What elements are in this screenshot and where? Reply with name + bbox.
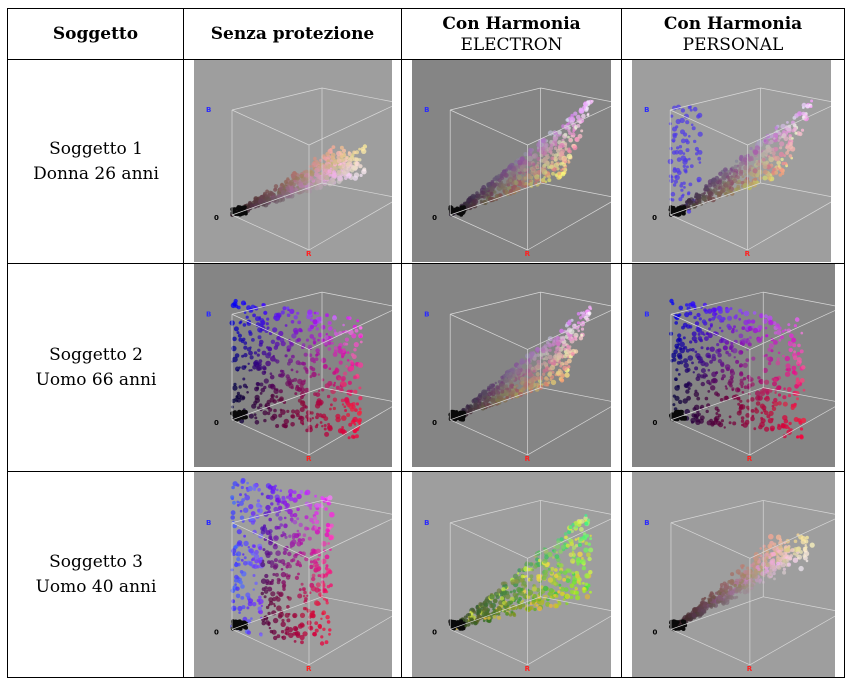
cube-wireframe — [670, 500, 835, 666]
color-point-cloud — [448, 99, 594, 217]
rgb-cube-scatter: B R 0 — [206, 291, 392, 463]
plot-s2-electron: B R 0 — [412, 264, 611, 467]
header-unprotected-label: Senza protezione — [210, 24, 375, 44]
cube-wireframe — [449, 87, 611, 251]
cube-wireframe — [231, 500, 392, 666]
rgb-cube-scatter: B R 0 — [424, 500, 611, 673]
rgb-cube-scatter: B R 0 — [424, 87, 611, 258]
axis-label-b: B — [424, 310, 429, 318]
header-subject-label: Soggetto — [52, 24, 139, 44]
axis-label-origin: 0 — [653, 419, 658, 427]
row-3-subject: Soggetto 3 — [49, 552, 143, 572]
plot-s3-unprotected: B R 0 — [194, 472, 392, 677]
axis-label-r: R — [525, 455, 531, 463]
comparison-table: Soggetto Senza protezione Con Harmonia E… — [7, 8, 845, 678]
rgb-cube-scatter: B R 0 — [644, 87, 831, 258]
axis-label-r: R — [747, 455, 753, 463]
row-2-description: Uomo 66 anni — [35, 369, 157, 390]
axis-label-r: R — [306, 665, 312, 673]
rgb-cube-scatter: B R 0 — [644, 291, 835, 463]
rgb-cube-scatter: B R 0 — [424, 291, 611, 463]
row-2-subject: Soggetto 2 — [49, 344, 143, 365]
plot-s2-unprotected: B R 0 — [194, 264, 392, 467]
cube-wireframe — [449, 500, 611, 666]
cube-wireframe — [231, 87, 392, 251]
axis-label-b: B — [206, 106, 211, 114]
cube-wireframe — [670, 291, 835, 456]
axis-label-r: R — [747, 665, 753, 673]
color-point-cloud — [230, 477, 335, 646]
axis-label-origin: 0 — [432, 628, 437, 636]
plot-s1-electron: B R 0 — [412, 60, 611, 262]
color-point-cloud — [229, 298, 364, 440]
axis-label-b: B — [424, 519, 429, 527]
column-divider — [401, 9, 402, 677]
header-subject: Soggetto — [8, 9, 183, 60]
row-label-subject-2: Soggetto 2 Uomo 66 anni — [8, 264, 184, 471]
axis-label-b: B — [424, 106, 429, 114]
header-electron: Con Harmonia ELECTRON — [402, 9, 621, 60]
axis-label-b: B — [206, 519, 211, 527]
plot-s1-personal: B R 0 — [632, 60, 831, 262]
rgb-cube-scatter: B R 0 — [644, 500, 835, 673]
column-divider — [183, 9, 184, 677]
header-electron-line2: ELECTRON — [460, 34, 563, 55]
header-personal-line2: PERSONAL — [682, 34, 784, 55]
axis-label-origin: 0 — [653, 628, 658, 636]
axis-label-b: B — [644, 106, 649, 114]
axis-label-r: R — [525, 250, 531, 258]
axis-label-origin: 0 — [652, 214, 657, 222]
row-3-description: Uomo 40 anni — [35, 577, 157, 597]
header-personal: Con Harmonia PERSONAL — [622, 9, 844, 60]
axis-label-origin: 0 — [432, 419, 437, 427]
rgb-cube-scatter: B R 0 — [206, 87, 392, 258]
axis-label-r: R — [525, 665, 531, 673]
row-label-subject-1: Soggetto 1 Donna 26 anni — [8, 60, 184, 263]
axis-label-b: B — [644, 519, 649, 527]
header-unprotected: Senza protezione — [184, 9, 401, 60]
header-personal-line1: Con Harmonia — [663, 13, 803, 34]
rgb-cube-scatter: B R 0 — [206, 477, 392, 673]
row-divider — [8, 471, 844, 472]
color-point-cloud — [230, 144, 368, 217]
row-label-subject-3: Soggetto 3 Uomo 40 anni — [8, 472, 184, 678]
axis-label-r: R — [306, 455, 312, 463]
color-point-cloud — [667, 99, 814, 217]
axis-label-origin: 0 — [214, 628, 219, 636]
plot-s2-personal: B R 0 — [632, 264, 835, 467]
axis-label-b: B — [206, 310, 211, 318]
axis-label-origin: 0 — [214, 214, 219, 222]
axis-label-origin: 0 — [214, 419, 219, 427]
axis-label-b: B — [644, 310, 649, 318]
color-point-cloud — [669, 298, 807, 440]
row-divider — [8, 59, 844, 60]
cube-wireframe — [231, 291, 392, 456]
column-divider — [621, 9, 622, 677]
row-1-description: Donna 26 anni — [33, 163, 159, 184]
color-point-cloud — [669, 533, 815, 632]
header-electron-line1: Con Harmonia — [442, 13, 581, 34]
plot-s3-personal: B R 0 — [632, 472, 835, 677]
row-divider — [8, 263, 844, 264]
plot-s3-electron: B R 0 — [412, 472, 611, 677]
axis-label-origin: 0 — [432, 214, 437, 222]
row-1-subject: Soggetto 1 — [49, 138, 143, 159]
axis-label-r: R — [306, 250, 312, 258]
axis-label-r: R — [745, 250, 751, 258]
plot-s1-unprotected: B R 0 — [194, 60, 392, 262]
cube-wireframe — [669, 87, 831, 251]
cube-wireframe — [449, 291, 611, 456]
